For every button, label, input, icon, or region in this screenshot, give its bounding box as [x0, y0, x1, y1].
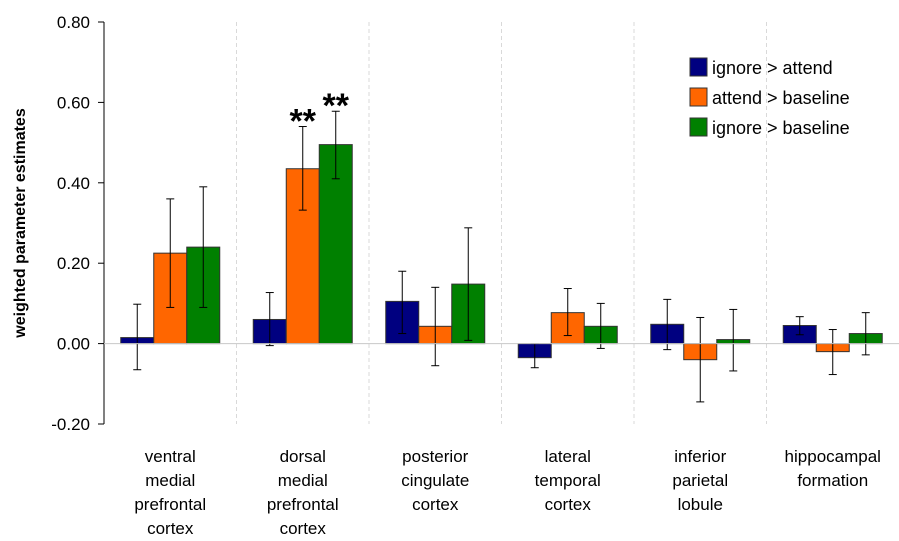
legend-swatch	[689, 57, 708, 77]
category-label: cortex	[545, 495, 592, 514]
category-label: posterior	[402, 447, 468, 466]
category-label: cortex	[147, 519, 194, 538]
significance-marker: **	[290, 103, 317, 141]
y-tick-label: -0.20	[51, 415, 90, 434]
legend: ignore > attend attend > baseline ignore >…	[689, 57, 850, 138]
category-label: prefrontal	[134, 495, 206, 514]
category-label: medial	[145, 471, 195, 490]
legend-swatch	[689, 87, 708, 107]
y-tick-label: 0.80	[57, 13, 90, 32]
significance-marker: **	[323, 87, 350, 125]
y-axis-label: weighted parameter estimates	[12, 108, 29, 339]
legend-label: ignore > attend	[712, 58, 833, 78]
category-label: formation	[797, 471, 868, 490]
category-label: temporal	[535, 471, 601, 490]
legend-swatch	[689, 117, 708, 137]
y-tick-label: 0.00	[57, 335, 90, 354]
category-label: inferior	[674, 447, 726, 466]
category-label: cortex	[280, 519, 327, 538]
labels-layer: -0.20 0.00 0.20 0.40 0.60 0.80 ** ** ventral medi…	[51, 13, 881, 538]
category-label: parietal	[672, 471, 728, 490]
grid-layer	[236, 22, 767, 424]
category-label: dorsal	[280, 447, 326, 466]
category-label: ventral	[145, 447, 196, 466]
category-label: lateral	[545, 447, 591, 466]
category-label: lobule	[678, 495, 723, 514]
category-label: cingulate	[401, 471, 469, 490]
legend-label: attend > baseline	[712, 88, 850, 108]
axis-layer	[98, 21, 899, 425]
y-tick-label: 0.40	[57, 174, 90, 193]
bars-layer	[120, 110, 883, 403]
category-label: cortex	[412, 495, 459, 514]
category-label: hippocampal	[785, 447, 881, 466]
y-tick-label: 0.60	[57, 93, 90, 112]
category-label: medial	[278, 471, 328, 490]
legend-label: ignore > baseline	[712, 118, 850, 138]
y-tick-label: 0.20	[57, 254, 90, 273]
category-label: prefrontal	[267, 495, 339, 514]
